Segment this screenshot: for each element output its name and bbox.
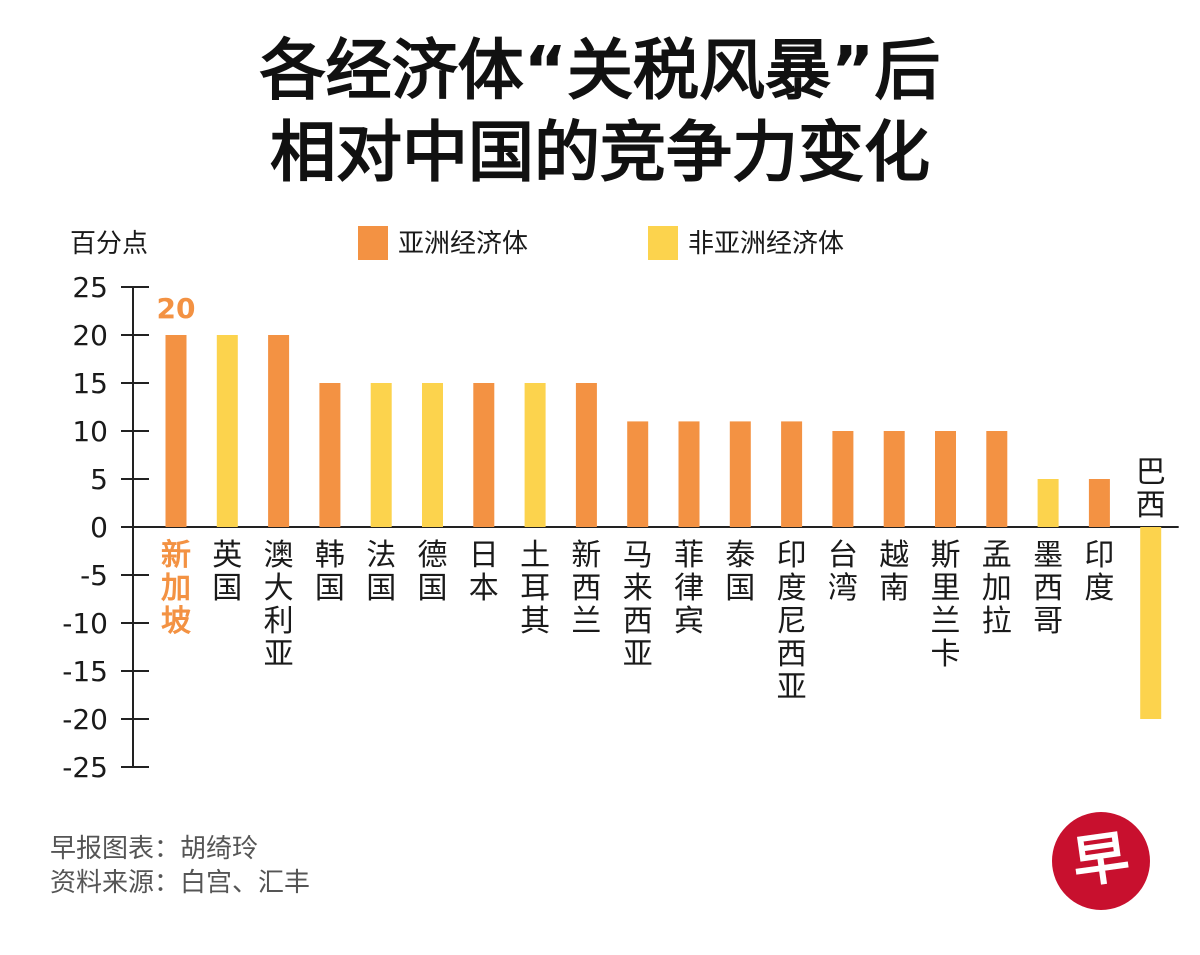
bar-14 — [883, 431, 905, 527]
category-label-13: 台湾 — [828, 538, 858, 606]
bar-1 — [216, 335, 238, 527]
y-tick-label: -25 — [62, 751, 108, 784]
y-axis-unit-label: 百分点 — [70, 229, 148, 259]
legend-swatch-asian — [358, 226, 388, 260]
y-tick-label: -10 — [62, 607, 108, 640]
y-tick-label: 0 — [90, 511, 108, 544]
bar-9 — [627, 421, 649, 527]
footer-credit: 早报图表：胡绮玲 — [50, 834, 259, 864]
category-label-8: 新西兰 — [571, 538, 601, 639]
category-label-1: 英国 — [212, 538, 242, 606]
category-label-6: 日本 — [469, 538, 499, 606]
category-label-14: 越南 — [879, 538, 909, 606]
bar-13 — [832, 431, 854, 527]
bar-11 — [729, 421, 751, 527]
category-label-16: 孟加拉 — [982, 538, 1012, 639]
category-label-10: 菲律宾 — [674, 538, 704, 639]
bar-6 — [473, 383, 495, 527]
footer: 早报图表：胡绮玲 资料来源：白宫、汇丰 — [50, 832, 310, 900]
bar-8 — [575, 383, 597, 527]
category-label-9: 马来西亚 — [623, 538, 653, 672]
chart-title-line1: 各经济体“关税风暴”后 — [259, 32, 941, 109]
legend-label-non_asian: 非亚洲经济体 — [688, 229, 844, 259]
bar-5 — [422, 383, 443, 527]
svg-text:早: 早 — [1069, 824, 1134, 896]
y-tick-label: 25 — [72, 271, 108, 304]
y-tick-label: 15 — [72, 367, 108, 400]
category-label-18: 印度 — [1084, 538, 1114, 606]
chart-title: 各经济体“关税风暴”后 相对中国的竞争力变化 — [0, 30, 1200, 194]
bar-15 — [935, 431, 956, 527]
bar-7 — [524, 383, 546, 527]
bar-4 — [370, 383, 392, 527]
legend-swatch-non_asian — [648, 226, 678, 260]
category-label-0: 新加坡 — [161, 538, 191, 639]
zaobao-logo-glyph: 早 — [1069, 824, 1134, 896]
category-label-15: 斯里兰卡 — [931, 538, 961, 672]
bar-10 — [678, 421, 700, 527]
y-tick-label: 20 — [72, 319, 108, 352]
y-tick-label: 10 — [72, 415, 108, 448]
category-label-2: 澳大利亚 — [264, 538, 294, 672]
category-label-7: 土耳其 — [520, 538, 550, 639]
bar-16 — [986, 431, 1008, 527]
legend-label-asian: 亚洲经济体 — [398, 229, 528, 259]
category-label-3: 韩国 — [315, 538, 345, 606]
bar-0 — [165, 335, 187, 527]
bar-19 — [1140, 527, 1162, 719]
category-label-11: 泰国 — [725, 538, 755, 606]
category-label-4: 法国 — [366, 538, 396, 606]
category-label-19: 巴西 — [1136, 455, 1166, 523]
bar-12 — [781, 421, 803, 527]
bar-17 — [1037, 479, 1059, 527]
category-label-12: 印度尼西亚 — [777, 538, 807, 705]
category-label-17: 墨西哥 — [1033, 538, 1063, 639]
category-label-5: 德国 — [418, 538, 448, 606]
chart-title-line2: 相对中国的竞争力变化 — [270, 114, 930, 191]
footer-source: 资料来源：白宫、汇丰 — [50, 868, 311, 898]
y-tick-label: -15 — [62, 655, 108, 688]
y-tick-label: 5 — [90, 463, 108, 496]
y-tick-label: -5 — [80, 559, 108, 592]
data-label-highlight: 20 — [157, 292, 196, 325]
bar-18 — [1088, 479, 1110, 527]
bar-2 — [268, 335, 290, 527]
bar-3 — [319, 383, 341, 527]
y-tick-label: -20 — [62, 703, 108, 736]
zaobao-logo: 早 — [1052, 812, 1150, 910]
